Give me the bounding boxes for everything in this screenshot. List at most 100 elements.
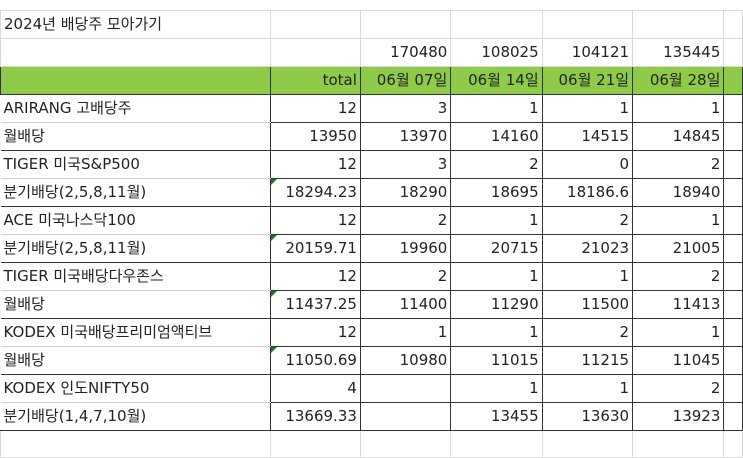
header-date[interactable]: 06월 07일 xyxy=(359,66,452,95)
price-cell[interactable]: 11413 xyxy=(632,290,725,319)
dividend-type-cell[interactable]: 월배당 xyxy=(0,346,272,375)
cell[interactable] xyxy=(723,94,743,123)
header-total[interactable]: total xyxy=(270,66,361,95)
cell[interactable] xyxy=(723,290,743,319)
price-cell[interactable]: 14160 xyxy=(450,122,543,151)
shares-cell[interactable]: 2 xyxy=(450,150,543,179)
total-shares-cell[interactable]: 12 xyxy=(270,262,361,291)
price-cell[interactable]: 18290 xyxy=(359,178,452,207)
stock-name-cell[interactable]: KODEX 미국배당프리미엄액티브 xyxy=(0,318,272,347)
shares-cell[interactable]: 1 xyxy=(450,318,543,347)
week-total-cell[interactable]: 135445 xyxy=(632,38,725,67)
price-cell[interactable]: 11290 xyxy=(450,290,543,319)
shares-cell[interactable]: 1 xyxy=(450,94,543,123)
total-shares-cell[interactable]: 12 xyxy=(270,150,361,179)
cell[interactable] xyxy=(723,430,743,458)
cell[interactable] xyxy=(270,38,361,67)
cell[interactable] xyxy=(632,430,725,458)
avg-price-cell[interactable]: 11437.25 xyxy=(270,290,361,319)
cell[interactable] xyxy=(723,318,743,347)
total-shares-cell[interactable]: 4 xyxy=(270,374,361,403)
shares-cell[interactable]: 1 xyxy=(450,262,543,291)
stock-name-cell[interactable]: TIGER 미국S&P500 xyxy=(0,150,272,179)
stock-name-cell[interactable]: ACE 미국나스닥100 xyxy=(0,206,272,235)
avg-price-cell[interactable]: 13669.33 xyxy=(270,402,361,431)
stock-name-cell[interactable]: TIGER 미국배당다우존스 xyxy=(0,262,272,291)
shares-cell[interactable]: 3 xyxy=(359,150,452,179)
price-cell[interactable]: 20715 xyxy=(450,234,543,263)
shares-cell[interactable]: 1 xyxy=(632,94,725,123)
shares-cell[interactable]: 0 xyxy=(541,150,634,179)
week-total-cell[interactable]: 170480 xyxy=(359,38,452,67)
header-cell[interactable] xyxy=(723,66,743,95)
price-cell[interactable]: 14845 xyxy=(632,122,725,151)
avg-price-cell[interactable]: 20159.71 xyxy=(270,234,361,263)
cell[interactable] xyxy=(450,10,543,39)
cell[interactable] xyxy=(723,150,743,179)
total-shares-cell[interactable]: 12 xyxy=(270,318,361,347)
dividend-type-cell[interactable]: 분기배당(2,5,8,11월) xyxy=(0,234,272,263)
shares-cell[interactable]: 1 xyxy=(541,94,634,123)
dividend-type-cell[interactable]: 분기배당(1,4,7,10월) xyxy=(0,402,272,431)
cell[interactable] xyxy=(450,430,543,458)
dividend-type-cell[interactable]: 월배당 xyxy=(0,122,272,151)
price-cell[interactable]: 19960 xyxy=(359,234,452,263)
stock-name-cell[interactable]: KODEX 인도NIFTY50 xyxy=(0,374,272,403)
header-date[interactable]: 06월 14일 xyxy=(450,66,543,95)
cell[interactable] xyxy=(723,206,743,235)
stock-name-cell[interactable]: ARIRANG 고배당주 xyxy=(0,94,272,123)
price-cell[interactable]: 21023 xyxy=(541,234,634,263)
shares-cell[interactable]: 2 xyxy=(632,374,725,403)
cell[interactable] xyxy=(723,374,743,403)
price-cell[interactable]: 21005 xyxy=(632,234,725,263)
cell[interactable] xyxy=(632,10,725,39)
shares-cell[interactable]: 3 xyxy=(359,94,452,123)
price-cell[interactable]: 13923 xyxy=(632,402,725,431)
price-cell[interactable] xyxy=(359,402,452,431)
cell[interactable] xyxy=(723,262,743,291)
shares-cell[interactable]: 2 xyxy=(541,206,634,235)
shares-cell[interactable]: 1 xyxy=(359,318,452,347)
cell[interactable] xyxy=(541,10,634,39)
header-date[interactable]: 06월 21일 xyxy=(541,66,634,95)
cell[interactable] xyxy=(723,38,743,67)
cell[interactable] xyxy=(723,178,743,207)
total-shares-cell[interactable]: 12 xyxy=(270,94,361,123)
shares-cell[interactable]: 2 xyxy=(541,318,634,347)
cell[interactable] xyxy=(359,10,452,39)
cell[interactable] xyxy=(0,430,272,458)
cell[interactable] xyxy=(723,122,743,151)
shares-cell[interactable]: 1 xyxy=(541,374,634,403)
shares-cell[interactable]: 2 xyxy=(359,262,452,291)
cell[interactable] xyxy=(723,10,743,39)
cell[interactable] xyxy=(723,346,743,375)
shares-cell[interactable]: 1 xyxy=(450,206,543,235)
dividend-type-cell[interactable]: 분기배당(2,5,8,11월) xyxy=(0,178,272,207)
week-total-cell[interactable]: 108025 xyxy=(450,38,543,67)
price-cell[interactable]: 14515 xyxy=(541,122,634,151)
price-cell[interactable]: 11045 xyxy=(632,346,725,375)
header-date[interactable]: 06월 28일 xyxy=(632,66,725,95)
shares-cell[interactable]: 1 xyxy=(541,262,634,291)
cell[interactable] xyxy=(359,430,452,458)
cell[interactable] xyxy=(270,10,361,39)
week-total-cell[interactable]: 104121 xyxy=(541,38,634,67)
avg-price-cell[interactable]: 18294.23 xyxy=(270,178,361,207)
avg-price-cell[interactable]: 11050.69 xyxy=(270,346,361,375)
header-cell[interactable] xyxy=(0,66,272,95)
price-cell[interactable]: 18186.6 xyxy=(541,178,634,207)
shares-cell[interactable]: 1 xyxy=(450,374,543,403)
price-cell[interactable]: 18695 xyxy=(450,178,543,207)
shares-cell[interactable]: 1 xyxy=(632,318,725,347)
shares-cell[interactable] xyxy=(359,374,452,403)
price-cell[interactable]: 13455 xyxy=(450,402,543,431)
price-cell[interactable]: 11400 xyxy=(359,290,452,319)
price-cell[interactable]: 11015 xyxy=(450,346,543,375)
shares-cell[interactable]: 2 xyxy=(632,262,725,291)
cell[interactable] xyxy=(723,402,743,431)
cell[interactable] xyxy=(723,234,743,263)
shares-cell[interactable]: 2 xyxy=(632,150,725,179)
price-cell[interactable]: 13630 xyxy=(541,402,634,431)
cell[interactable] xyxy=(541,430,634,458)
sheet-title-cell[interactable]: 2024년 배당주 모아가기 xyxy=(0,10,272,39)
